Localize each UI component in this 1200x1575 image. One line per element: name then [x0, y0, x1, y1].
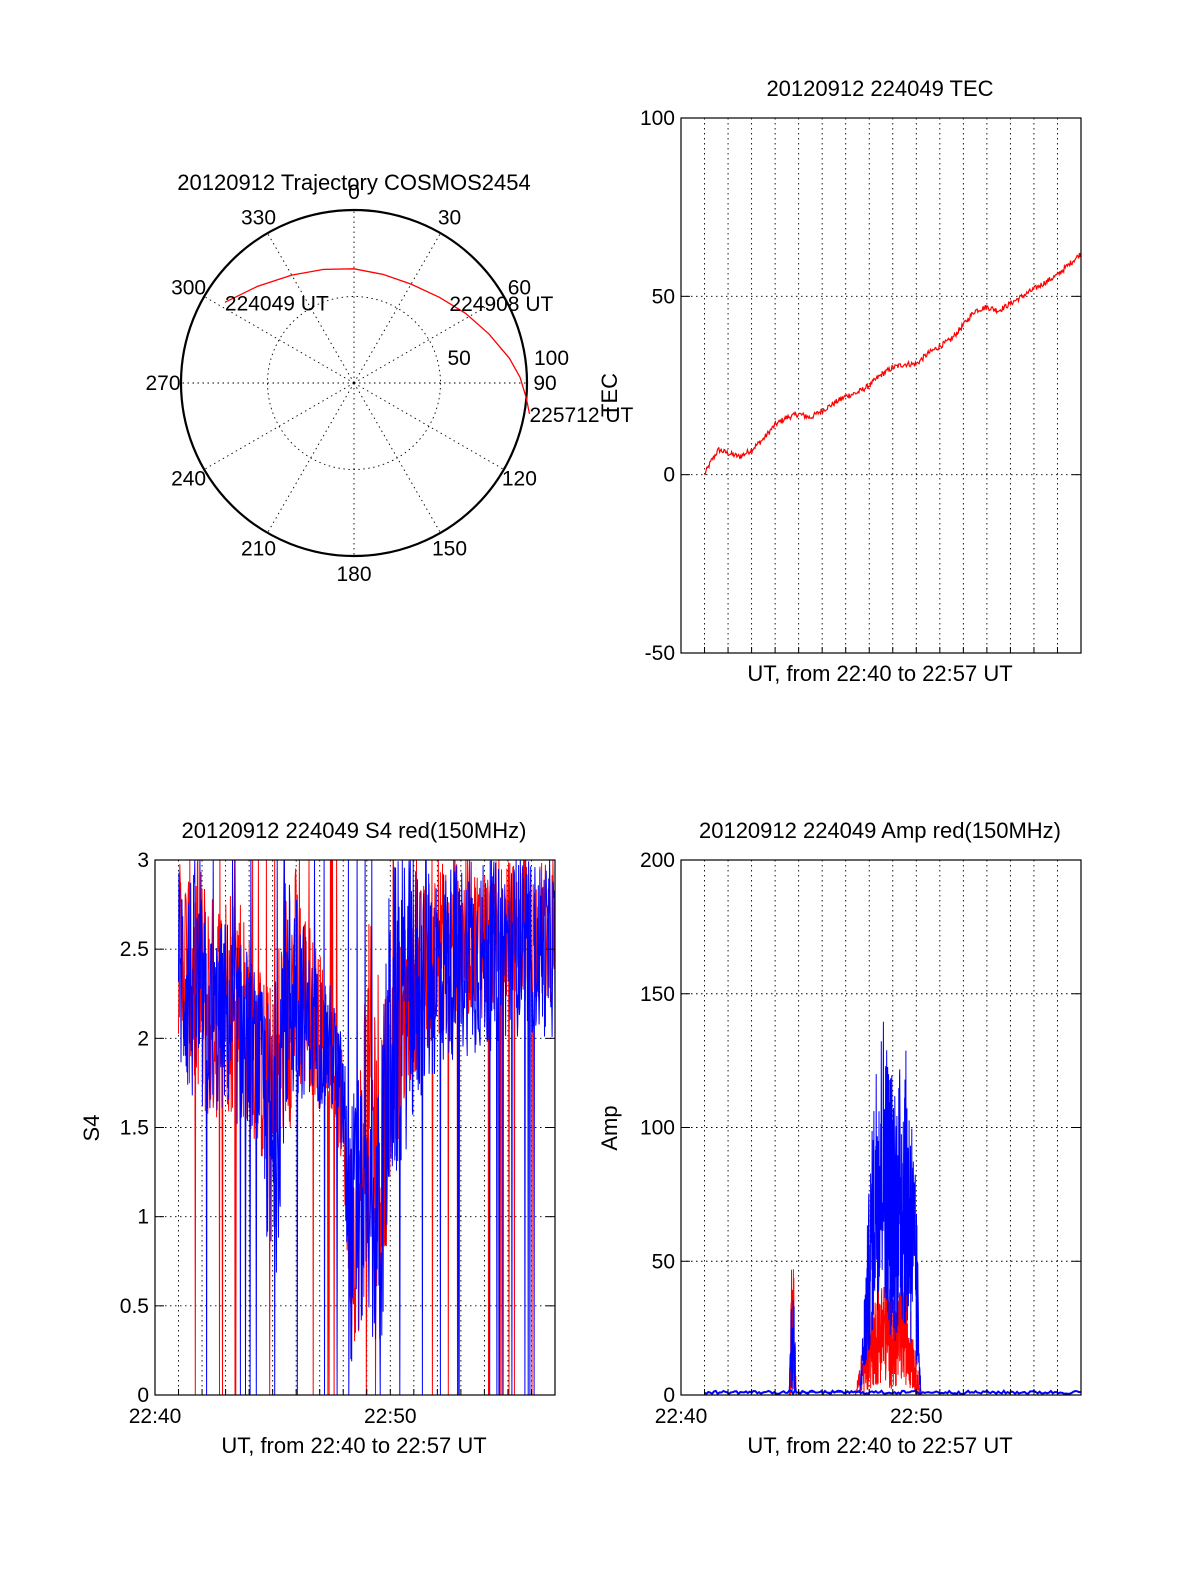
s4-ytick-label-1: 2.5	[120, 938, 149, 961]
s4-title: 20120912 224049 S4 red(150MHz)	[182, 818, 527, 843]
azimuth-label-210: 210	[241, 537, 276, 560]
polar-spoke-210	[267, 382, 355, 534]
tec-title: 20120912 224049 TEC	[766, 76, 993, 101]
azimuth-label-270: 270	[145, 372, 180, 395]
polar-data	[224, 268, 531, 415]
tec-series-0	[704, 252, 1082, 476]
s4-xlabel: UT, from 22:40 to 22:57 UT	[221, 1433, 486, 1458]
azimuth-label-300: 300	[171, 277, 206, 300]
s4-data	[178, 859, 556, 1396]
trajectory-series-0	[224, 268, 531, 415]
zenith-label-100: 100	[534, 347, 569, 370]
amp-ytick-label-2: 100	[640, 1117, 675, 1140]
s4-series-1	[178, 859, 556, 1396]
amp-ytick-label-4: 0	[663, 1384, 675, 1407]
amp-xlabel: UT, from 22:40 to 22:57 UT	[747, 1433, 1012, 1458]
polar-spoke-60	[353, 296, 505, 384]
azimuth-label-90: 90	[533, 372, 556, 395]
polar-labels: 0 30 60 90 120 150 180 210 240 270 300 330 50 100 2240…	[145, 181, 633, 586]
tec-ytick-label-1: 50	[652, 285, 675, 308]
amp-ytick-label-1: 150	[640, 983, 675, 1006]
s4-ytick-label-6: 0	[137, 1384, 149, 1407]
azimuth-label-60: 60	[508, 277, 531, 300]
azimuth-label-30: 30	[438, 207, 461, 230]
amp-title: 20120912 224049 Amp red(150MHz)	[699, 818, 1061, 843]
trajectory-panel: 20120912 Trajectory COSMOS2454 0 30 60 90 12…	[145, 170, 633, 586]
amp-ytick-label-0: 200	[640, 849, 675, 872]
azimuth-label-150: 150	[432, 537, 467, 560]
s4-panel: 20120912 224049 S4 red(150MHz) 3 2.5 2 1.5 1…	[79, 818, 556, 1458]
tec-ytick-label-0: 100	[640, 107, 675, 130]
s4-ytick-label-2: 2	[137, 1027, 149, 1050]
azimuth-label-180: 180	[336, 563, 371, 586]
azimuth-label-240: 240	[171, 468, 206, 491]
s4-xtick-label-0: 22:40	[129, 1405, 182, 1428]
s4-ytick-label-0: 3	[137, 849, 149, 872]
polar-spoke-150	[353, 382, 441, 534]
tec-ticks: 100 50 0 -50	[640, 107, 1082, 665]
trajectory-title: 20120912 Trajectory COSMOS2454	[177, 170, 530, 195]
amp-ylabel: Amp	[597, 1105, 622, 1150]
tec-grid	[681, 118, 1081, 653]
azimuth-label-330: 330	[241, 207, 276, 230]
amp-xtick-label-0: 22:40	[655, 1405, 708, 1428]
amp-ticks: 200 150 100 50 022:40 22:50	[640, 849, 1082, 1428]
amp-panel: 20120912 224049 Amp red(150MHz) 200 150 10…	[597, 818, 1082, 1458]
polar-grid	[179, 208, 529, 558]
tec-data	[704, 252, 1082, 476]
s4-xtick-label-1: 22:50	[364, 1405, 417, 1428]
trajectory-annotation-1: 224908 UT	[449, 293, 553, 316]
s4-ytick-label-4: 1	[137, 1206, 149, 1229]
azimuth-label-0: 0	[348, 181, 360, 204]
polar-spoke-300	[203, 296, 355, 384]
s4-ylabel: S4	[79, 1115, 104, 1142]
tec-ytick-label-2: 0	[663, 464, 675, 487]
tec-panel: 20120912 224049 TEC 100 50 0 -50 UT, from 2…	[597, 76, 1082, 686]
s4-ytick-label-5: 0.5	[120, 1295, 149, 1318]
polar-spoke-30	[353, 232, 441, 384]
zenith-label-50: 50	[448, 347, 471, 370]
amp-ytick-label-3: 50	[652, 1250, 675, 1273]
tec-xlabel: UT, from 22:40 to 22:57 UT	[747, 661, 1012, 686]
azimuth-label-120: 120	[502, 468, 537, 491]
amp-xtick-label-1: 22:50	[890, 1405, 943, 1428]
tec-ylabel: TEC	[597, 373, 622, 417]
polar-spoke-120	[353, 382, 505, 470]
s4-ticks: 3 2.5 2 1.5 1 0.5 022:40 22:50	[120, 849, 556, 1428]
polar-outer-ring	[179, 208, 529, 558]
polar-spoke-330	[267, 232, 355, 384]
trajectory-annotation-2: 225712 UT	[529, 404, 633, 427]
polar-spoke-240	[203, 382, 355, 470]
tec-plot-frame	[680, 117, 1082, 654]
tec-ytick-label-3: -50	[645, 642, 675, 665]
s4-ytick-label-3: 1.5	[120, 1117, 149, 1140]
trajectory-annotation-0: 224049 UT	[225, 292, 329, 315]
